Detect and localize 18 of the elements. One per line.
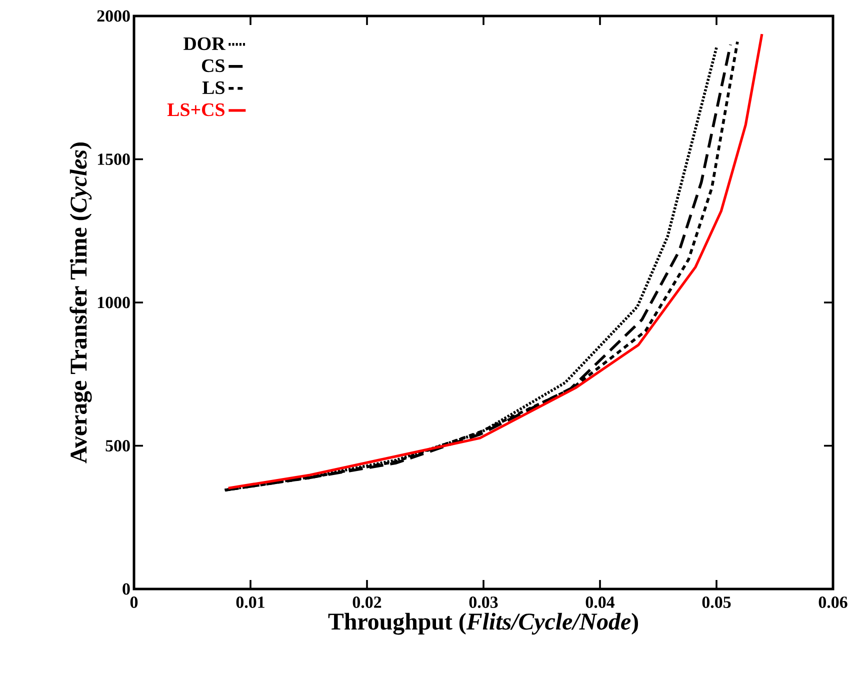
x-tick-label: 0.05	[702, 596, 731, 608]
y-tick-label: 1000	[98, 296, 130, 308]
x-tick-label: 0.02	[352, 596, 382, 608]
x-tick-label: 0	[130, 596, 138, 608]
x-axis-title: Throughput (Flits/Cycle/Node)	[328, 612, 638, 635]
legend-label: LS+CS	[167, 103, 224, 116]
legend-label: CS	[202, 59, 224, 72]
x-tick-label: 0.03	[469, 596, 498, 608]
x-tick-label: 0.01	[236, 596, 264, 608]
y-tick-label: 2000	[97, 10, 130, 22]
legend-label: LS	[202, 81, 224, 94]
legend-label: DOR	[184, 37, 226, 50]
y-tick-label: 500	[106, 440, 130, 452]
y-tick-label: 0	[122, 583, 130, 595]
x-tick-label: 0.04	[586, 596, 615, 608]
y-tick-label: 1500	[98, 154, 130, 165]
x-tick-label: 0.06	[818, 596, 848, 608]
y-axis-title: Average Transfer Time (Cycles)	[70, 142, 92, 464]
